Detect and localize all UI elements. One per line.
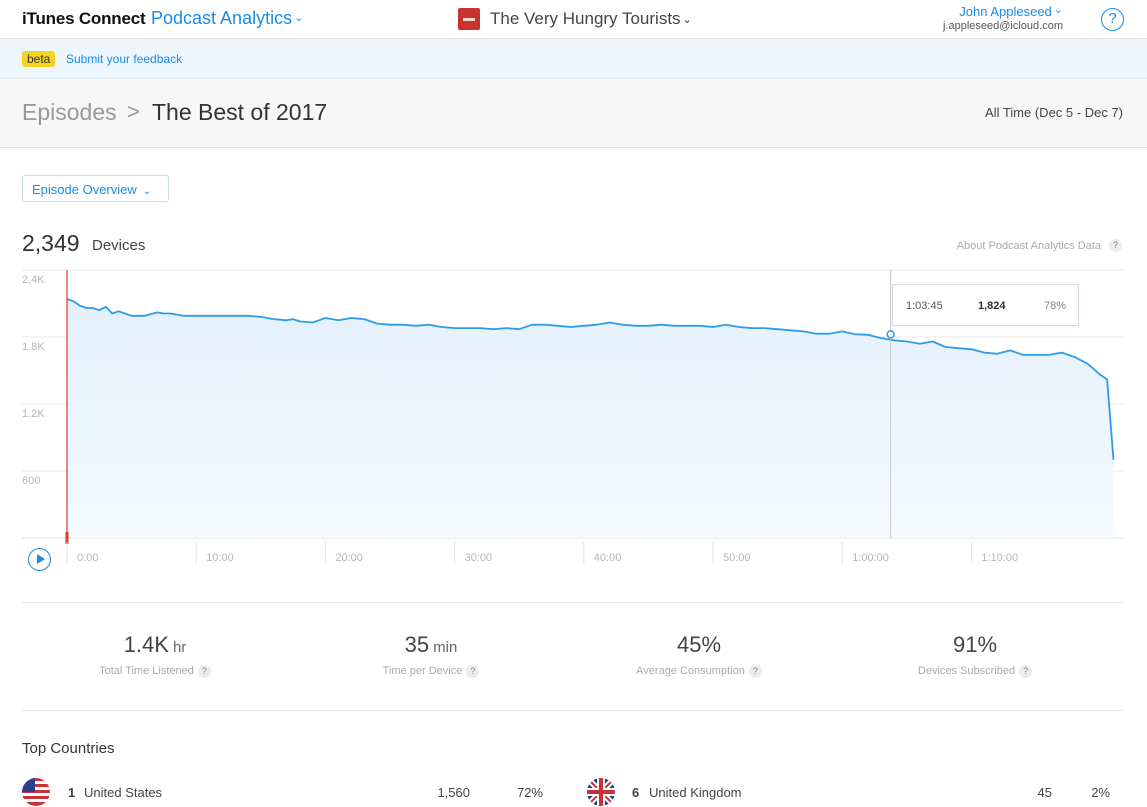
product-name: Podcast Analytics [151, 8, 293, 28]
help-question-icon[interactable]: ? [1109, 239, 1122, 252]
dropdown-label: Episode Overview [32, 182, 137, 197]
play-icon[interactable] [28, 548, 51, 571]
user-email: j.appleseed@icloud.com [942, 20, 1063, 32]
x-tick-label: 20:00 [335, 552, 363, 564]
brand-logo: iTunes Connect [22, 9, 146, 28]
help-icon[interactable]: ? [1101, 8, 1124, 31]
breadcrumb-separator-icon: > [127, 99, 140, 124]
stat-value: 35 [404, 632, 430, 657]
country-name: United States [84, 785, 163, 800]
country-percent: 2% [1091, 785, 1110, 800]
tooltip-percent: 78% [1043, 300, 1066, 312]
country-name: United Kingdom [649, 785, 742, 800]
podcast-name: The Very Hungry Tourists [490, 9, 681, 28]
product-switcher[interactable]: Podcast Analytics ⌄ [151, 8, 303, 29]
x-tick-label: 1:00:00 [852, 552, 889, 564]
country-rank: 1 [68, 785, 76, 800]
devices-retention-chart[interactable]: 2.4K 1.8K 1.2K 600 0:00 10:00 20:00 30:00 40:00 5… [0, 260, 1147, 580]
stat-value: 91% [952, 632, 998, 657]
chevron-down-icon: ⌄ [682, 13, 692, 26]
divider [22, 602, 1124, 603]
hover-point [886, 330, 895, 339]
chart-tooltip: 1:03:45 1,824 78% [892, 284, 1079, 326]
feedback-link[interactable]: Submit your feedback [66, 52, 183, 66]
beta-badge: beta [22, 51, 56, 67]
stat-label: Average Consumption [636, 665, 745, 677]
top-countries-title: Top Countries [22, 740, 115, 757]
x-tick-label: 10:00 [206, 552, 234, 564]
podcast-switcher[interactable]: The Very Hungry Tourists ⌄ [458, 7, 692, 31]
series-line [66, 298, 1115, 460]
help-question-icon[interactable]: ? [197, 665, 211, 678]
y-tick-label: 600 [22, 475, 40, 487]
stat-devices-subscribed: 91% Devices Subscribed? [845, 632, 1105, 678]
playhead-handle [65, 532, 69, 544]
user-name: John Appleseed [959, 4, 1052, 19]
date-range-selector[interactable]: All Time (Dec 5 - Dec 7) [985, 105, 1123, 120]
page-header: Episodes > The Best of 2017 All Time (De… [0, 79, 1147, 148]
uk-flag-icon [587, 778, 615, 806]
breadcrumb-episodes[interactable]: Episodes [22, 99, 117, 125]
country-rank: 6 [632, 785, 640, 800]
x-tick-label: 30:00 [465, 552, 493, 564]
beta-banner: beta Submit your feedback [0, 39, 1147, 79]
chevron-down-icon: ⌄ [294, 12, 304, 24]
y-tick-label: 1.2K [22, 408, 45, 420]
stat-value: 45% [676, 632, 722, 657]
help-question-icon[interactable]: ? [1019, 665, 1033, 678]
stat-time-per-device: 35 min Time per Device? [301, 632, 561, 678]
user-menu[interactable]: John Appleseed ⌄ j.appleseed@icloud.com [943, 3, 1063, 32]
devices-count: 2,349 [22, 230, 80, 256]
stat-unit: min [433, 639, 458, 656]
top-bar: iTunes Connect Podcast Analytics ⌄ The Ve… [0, 0, 1147, 39]
us-flag-icon [22, 778, 50, 806]
x-tick-label: 40:00 [594, 552, 622, 564]
y-tick-label: 1.8K [22, 341, 45, 353]
devices-label: Devices [92, 237, 146, 254]
help-question-icon[interactable]: ? [466, 665, 480, 678]
divider [22, 710, 1124, 711]
about-analytics-link[interactable]: About Podcast Analytics Data [956, 240, 1101, 252]
country-row[interactable]: 1 United States 1,560 72% [22, 778, 562, 806]
chevron-down-icon: ⌄ [142, 186, 152, 197]
country-row[interactable]: 6 United Kingdom 45 2% [587, 778, 1127, 806]
x-tick-label: 1:10:00 [981, 552, 1018, 564]
country-devices: 1,560 [437, 785, 470, 800]
stat-label: Total Time Listened [99, 665, 194, 677]
stat-total-time: 1.4K hr Total Time Listened? [25, 632, 285, 678]
stat-label: Time per Device [382, 665, 463, 677]
stat-label: Devices Subscribed [917, 665, 1016, 677]
x-tick-label: 50:00 [723, 552, 751, 564]
stat-value: 1.4K [123, 632, 169, 657]
stat-average-consumption: 45% Average Consumption? [569, 632, 829, 678]
page-title: The Best of 2017 [152, 99, 328, 125]
help-question-icon[interactable]: ? [748, 665, 762, 678]
tooltip-time: 1:03:45 [906, 300, 943, 312]
episode-overview-dropdown[interactable]: Episode Overview ⌄ [22, 175, 169, 202]
stat-unit: hr [172, 639, 187, 656]
chevron-down-icon: ⌄ [1053, 4, 1063, 16]
x-tick-label: 0:00 [77, 552, 98, 564]
area-fill [67, 299, 1114, 538]
tooltip-value: 1,824 [978, 300, 1006, 312]
country-devices: 45 [1037, 785, 1052, 800]
podcast-artwork [458, 8, 480, 30]
y-tick-label: 2.4K [22, 274, 45, 286]
country-percent: 72% [516, 785, 543, 800]
